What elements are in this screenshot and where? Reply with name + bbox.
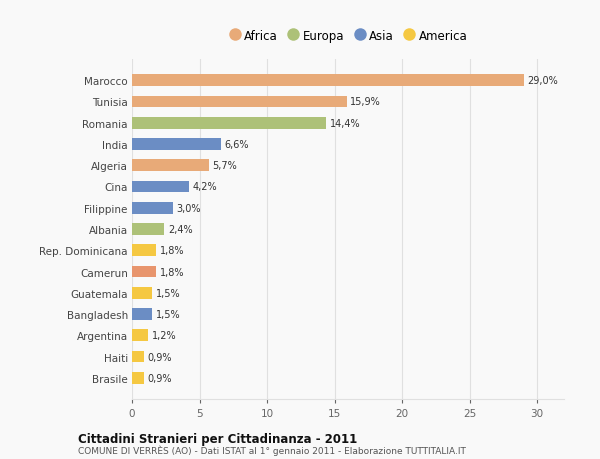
- Bar: [132, 75, 523, 87]
- Text: 14,4%: 14,4%: [330, 118, 361, 129]
- Text: 2,4%: 2,4%: [168, 224, 193, 235]
- Text: 3,0%: 3,0%: [176, 203, 200, 213]
- Text: 1,2%: 1,2%: [152, 330, 176, 341]
- Bar: [132, 351, 144, 363]
- Bar: [132, 118, 326, 129]
- Bar: [132, 308, 152, 320]
- Text: 4,2%: 4,2%: [192, 182, 217, 192]
- Legend: Africa, Europa, Asia, America: Africa, Europa, Asia, America: [224, 25, 472, 47]
- Bar: [132, 139, 221, 151]
- Bar: [132, 372, 144, 384]
- Text: COMUNE DI VERRÈS (AO) - Dati ISTAT al 1° gennaio 2011 - Elaborazione TUTTITALIA.: COMUNE DI VERRÈS (AO) - Dati ISTAT al 1°…: [78, 445, 466, 455]
- Bar: [132, 224, 164, 235]
- Text: 1,8%: 1,8%: [160, 246, 184, 256]
- Text: 6,6%: 6,6%: [224, 140, 249, 150]
- Bar: [132, 96, 347, 108]
- Text: 0,9%: 0,9%: [148, 373, 172, 383]
- Text: 15,9%: 15,9%: [350, 97, 381, 107]
- Text: 1,8%: 1,8%: [160, 267, 184, 277]
- Bar: [132, 245, 156, 257]
- Bar: [132, 330, 148, 341]
- Bar: [132, 287, 152, 299]
- Text: 1,5%: 1,5%: [155, 288, 180, 298]
- Text: 5,7%: 5,7%: [212, 161, 237, 171]
- Bar: [132, 202, 173, 214]
- Text: 29,0%: 29,0%: [527, 76, 557, 86]
- Text: Cittadini Stranieri per Cittadinanza - 2011: Cittadini Stranieri per Cittadinanza - 2…: [78, 431, 357, 445]
- Bar: [132, 181, 188, 193]
- Text: 0,9%: 0,9%: [148, 352, 172, 362]
- Bar: [132, 160, 209, 172]
- Bar: [132, 266, 156, 278]
- Text: 1,5%: 1,5%: [155, 309, 180, 319]
